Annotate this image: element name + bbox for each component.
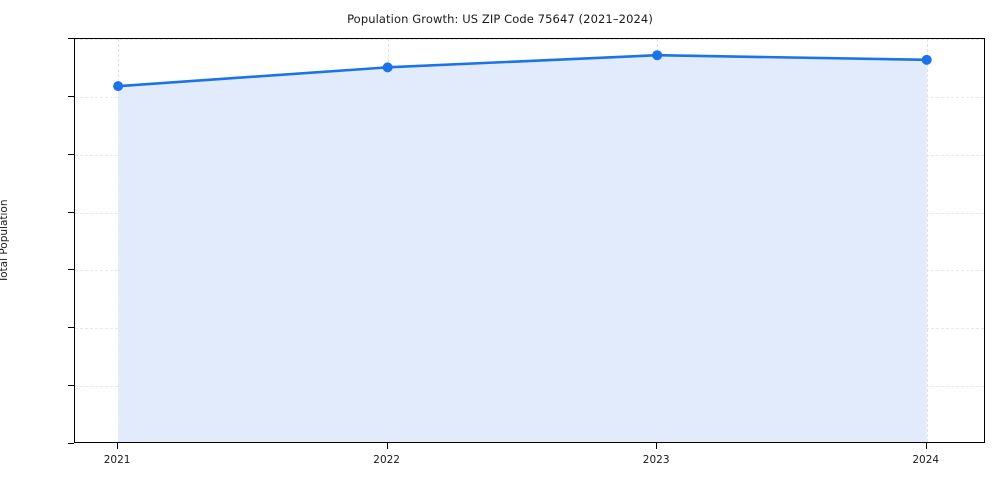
y-axis: Total Population 02,0004,0006,0008,00010… bbox=[0, 0, 74, 500]
series-markers bbox=[113, 50, 932, 92]
y-axis-label: Total Population bbox=[0, 199, 10, 283]
gridline-horizontal bbox=[75, 39, 984, 40]
x-tick-label: 2023 bbox=[642, 454, 670, 466]
x-axis: 2021 2022 2023 2024 bbox=[0, 443, 1000, 483]
data-point-marker bbox=[382, 62, 393, 73]
y-tick-mark bbox=[68, 443, 74, 444]
gridline-vertical bbox=[926, 39, 928, 442]
area-fill bbox=[118, 55, 927, 442]
data-point-marker bbox=[113, 81, 124, 92]
x-tick-mark bbox=[117, 443, 119, 449]
x-tick-mark bbox=[925, 443, 927, 449]
y-tick-mark bbox=[68, 38, 74, 39]
x-tick-label: 2024 bbox=[912, 454, 940, 466]
data-point-marker bbox=[652, 50, 663, 61]
x-tick-label: 2022 bbox=[373, 454, 400, 466]
y-tick-mark bbox=[68, 211, 74, 213]
y-tick-mark bbox=[68, 269, 74, 271]
x-tick-mark bbox=[656, 443, 658, 449]
chart-title: Population Growth: US ZIP Code 75647 (20… bbox=[347, 12, 653, 26]
x-tick-label: 2021 bbox=[103, 454, 131, 466]
data-point-marker bbox=[921, 54, 932, 65]
y-tick-mark bbox=[68, 153, 74, 155]
x-tick-mark bbox=[386, 443, 388, 449]
y-tick-mark bbox=[68, 385, 74, 387]
series-line bbox=[116, 53, 929, 88]
y-tick-mark bbox=[68, 95, 74, 97]
series-line-chart bbox=[113, 50, 932, 442]
y-tick-mark bbox=[68, 327, 74, 329]
plot-area bbox=[74, 38, 985, 443]
